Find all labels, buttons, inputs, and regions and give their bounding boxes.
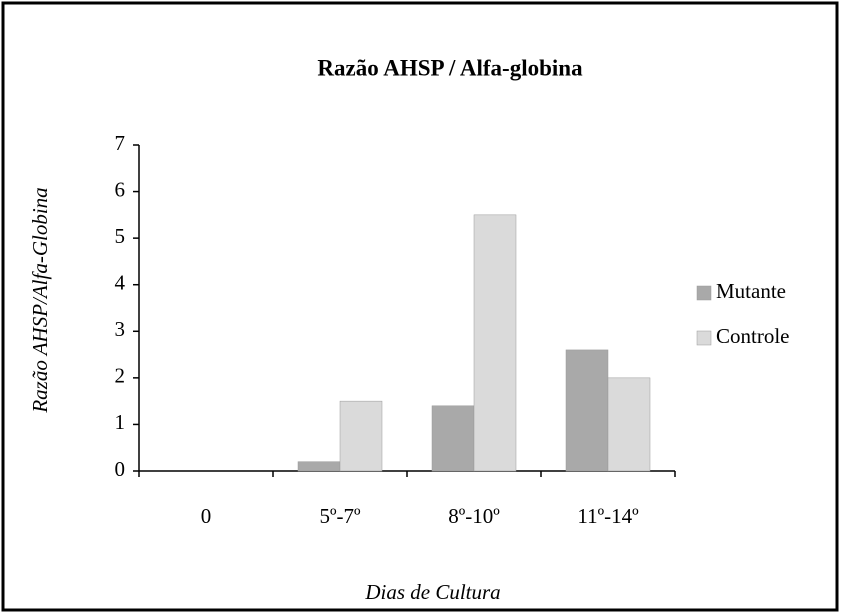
bar [607,377,651,472]
bar [431,405,475,472]
y-tick-label: 5 [115,224,126,248]
x-tick-label: 11º-14º [577,504,639,528]
bar [565,349,609,472]
y-tick-label: 6 [115,177,126,201]
chart-title: Razão AHSP / Alfa-globina [317,55,583,80]
legend-swatch [696,330,712,346]
x-tick-label: 8º-10º [448,504,500,528]
y-tick-label: 1 [115,410,126,434]
x-axis-label: Dias de Cultura [364,580,500,604]
y-tick-label: 0 [115,457,126,481]
bar [473,214,517,472]
y-tick-label: 4 [115,271,126,295]
y-tick-label: 2 [115,364,126,388]
y-axis-label: Razão AHSP/Alfa-Globina [28,187,52,413]
legend-label: Mutante [716,279,786,303]
bar [339,400,383,472]
x-tick-label: 5º-7º [319,504,361,528]
legend-label: Controle [716,324,790,348]
y-tick-label: 7 [115,131,126,155]
legend-swatch [696,285,712,301]
bar [297,461,341,472]
y-tick-label: 3 [115,317,126,341]
x-tick-label: 0 [201,504,212,528]
